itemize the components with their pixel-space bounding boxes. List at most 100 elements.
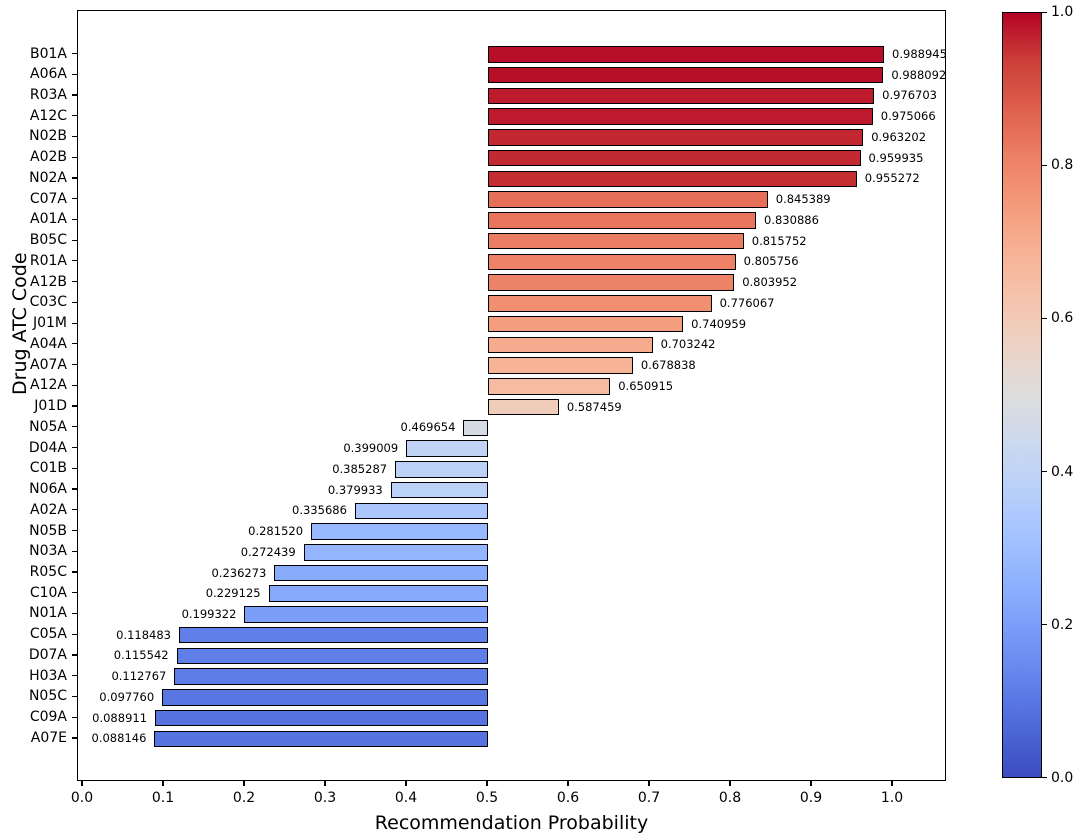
x-tick-mark xyxy=(405,781,407,786)
bar-value-label: 0.955272 xyxy=(864,171,920,186)
bar-value-label: 0.703242 xyxy=(660,337,716,352)
x-tick-mark xyxy=(648,781,650,786)
y-tick-label: R03A xyxy=(29,86,67,103)
y-tick-mark xyxy=(72,52,77,55)
bar-value-label: 0.959935 xyxy=(868,150,924,165)
y-tick-mark xyxy=(72,364,77,366)
bar xyxy=(268,585,488,602)
y-tick-mark xyxy=(72,571,77,573)
y-tick-mark xyxy=(72,384,77,386)
x-tick-mark xyxy=(567,781,569,786)
colorbar-tick-label: 0.2 xyxy=(1051,616,1074,633)
y-tick-mark xyxy=(72,198,77,200)
bar xyxy=(488,398,559,416)
x-axis-label: Recommendation Probability xyxy=(374,812,649,834)
y-tick-mark xyxy=(72,529,77,532)
colorbar-tick-label: 0.6 xyxy=(1051,310,1074,327)
x-tick-label: 0.1 xyxy=(151,790,175,806)
y-tick-label: N02A xyxy=(29,169,67,186)
x-tick-mark xyxy=(486,781,488,786)
bar-value-label: 0.845389 xyxy=(775,192,831,207)
bar-value-label: 0.988092 xyxy=(891,67,947,82)
y-tick-mark xyxy=(72,260,77,262)
bar xyxy=(488,149,861,167)
x-tick-mark xyxy=(243,781,245,786)
x-tick-label: 0.4 xyxy=(394,790,418,806)
bar-value-label: 0.815752 xyxy=(751,233,807,248)
bar xyxy=(390,481,488,499)
bar-value-label: 0.272439 xyxy=(240,544,296,559)
y-tick-label: N02B xyxy=(29,128,67,145)
y-tick-label: J01M xyxy=(32,315,67,332)
x-tick-mark xyxy=(162,781,164,786)
bar xyxy=(488,170,857,188)
plot-area: 0.988945 0.988092 0.976703 0.975066 0.963202… xyxy=(77,10,947,781)
bar xyxy=(488,295,712,312)
bar xyxy=(488,212,757,229)
y-tick-mark xyxy=(72,467,77,469)
y-tick-mark xyxy=(72,426,77,428)
x-tick-mark xyxy=(81,781,83,786)
y-tick-label: B05C xyxy=(29,232,67,249)
x-tick-label: 0.9 xyxy=(799,790,823,806)
bar xyxy=(488,191,768,208)
bar xyxy=(488,274,735,291)
y-tick-mark xyxy=(72,218,77,220)
bar-value-label: 0.988945 xyxy=(892,47,947,61)
y-tick-label: A01A xyxy=(30,211,67,228)
colorbar-tick-mark xyxy=(1042,471,1047,473)
bar-value-label: 0.229125 xyxy=(205,586,261,601)
y-tick-mark xyxy=(72,633,77,635)
y-tick-mark xyxy=(72,405,77,407)
y-tick-label: A02B xyxy=(30,149,67,166)
y-tick-label: B01A xyxy=(30,45,67,62)
y-tick-label: R05C xyxy=(29,564,67,580)
x-tick-mark xyxy=(810,781,812,786)
y-tick-label: C10A xyxy=(29,584,67,601)
bar xyxy=(354,502,488,520)
bar-value-label: 0.963202 xyxy=(871,129,927,144)
y-tick-label: H03A xyxy=(29,667,67,684)
bar-value-label: 0.740959 xyxy=(691,316,747,331)
y-tick-mark xyxy=(72,177,77,179)
bar-value-label: 0.335686 xyxy=(292,503,347,518)
x-tick-label: 0.5 xyxy=(475,790,499,806)
x-tick-mark xyxy=(324,781,326,786)
y-tick-label: A12B xyxy=(30,273,67,290)
bar xyxy=(488,315,684,333)
colorbar-tick-label: 0.8 xyxy=(1051,157,1074,174)
bar xyxy=(395,461,488,478)
y-tick-mark xyxy=(72,695,77,698)
colorbar xyxy=(1002,12,1042,778)
y-tick-label: A07A xyxy=(30,356,67,373)
colorbar-tick-mark xyxy=(1042,624,1047,626)
y-tick-label: N05B xyxy=(29,522,67,539)
bar xyxy=(303,544,488,561)
bar-value-label: 0.281520 xyxy=(248,524,304,539)
bar-value-label: 0.112767 xyxy=(111,669,167,684)
y-tick-mark xyxy=(72,737,77,739)
y-tick-mark xyxy=(72,239,77,241)
y-tick-mark xyxy=(72,301,77,303)
bar-value-label: 0.115542 xyxy=(113,648,169,663)
bar xyxy=(488,66,884,84)
bar-value-label: 0.650915 xyxy=(618,378,674,393)
bar xyxy=(162,689,488,706)
bar xyxy=(154,730,488,748)
y-tick-label: C01B xyxy=(29,460,67,477)
y-tick-label: C03C xyxy=(29,294,67,311)
bar-value-label: 0.385287 xyxy=(332,461,388,476)
bar xyxy=(244,606,488,623)
y-tick-label: A06A xyxy=(30,66,67,83)
bar xyxy=(406,440,488,457)
x-tick-mark xyxy=(729,781,731,786)
bar xyxy=(488,253,736,271)
y-tick-label: N05A xyxy=(29,418,67,435)
y-tick-label: A02A xyxy=(30,501,67,518)
bar xyxy=(488,108,873,125)
bar-value-label: 0.830886 xyxy=(764,212,819,227)
y-tick-mark xyxy=(72,343,77,345)
y-tick-mark xyxy=(72,322,77,324)
bar xyxy=(178,626,488,644)
colorbar-tick-mark xyxy=(1042,776,1047,778)
